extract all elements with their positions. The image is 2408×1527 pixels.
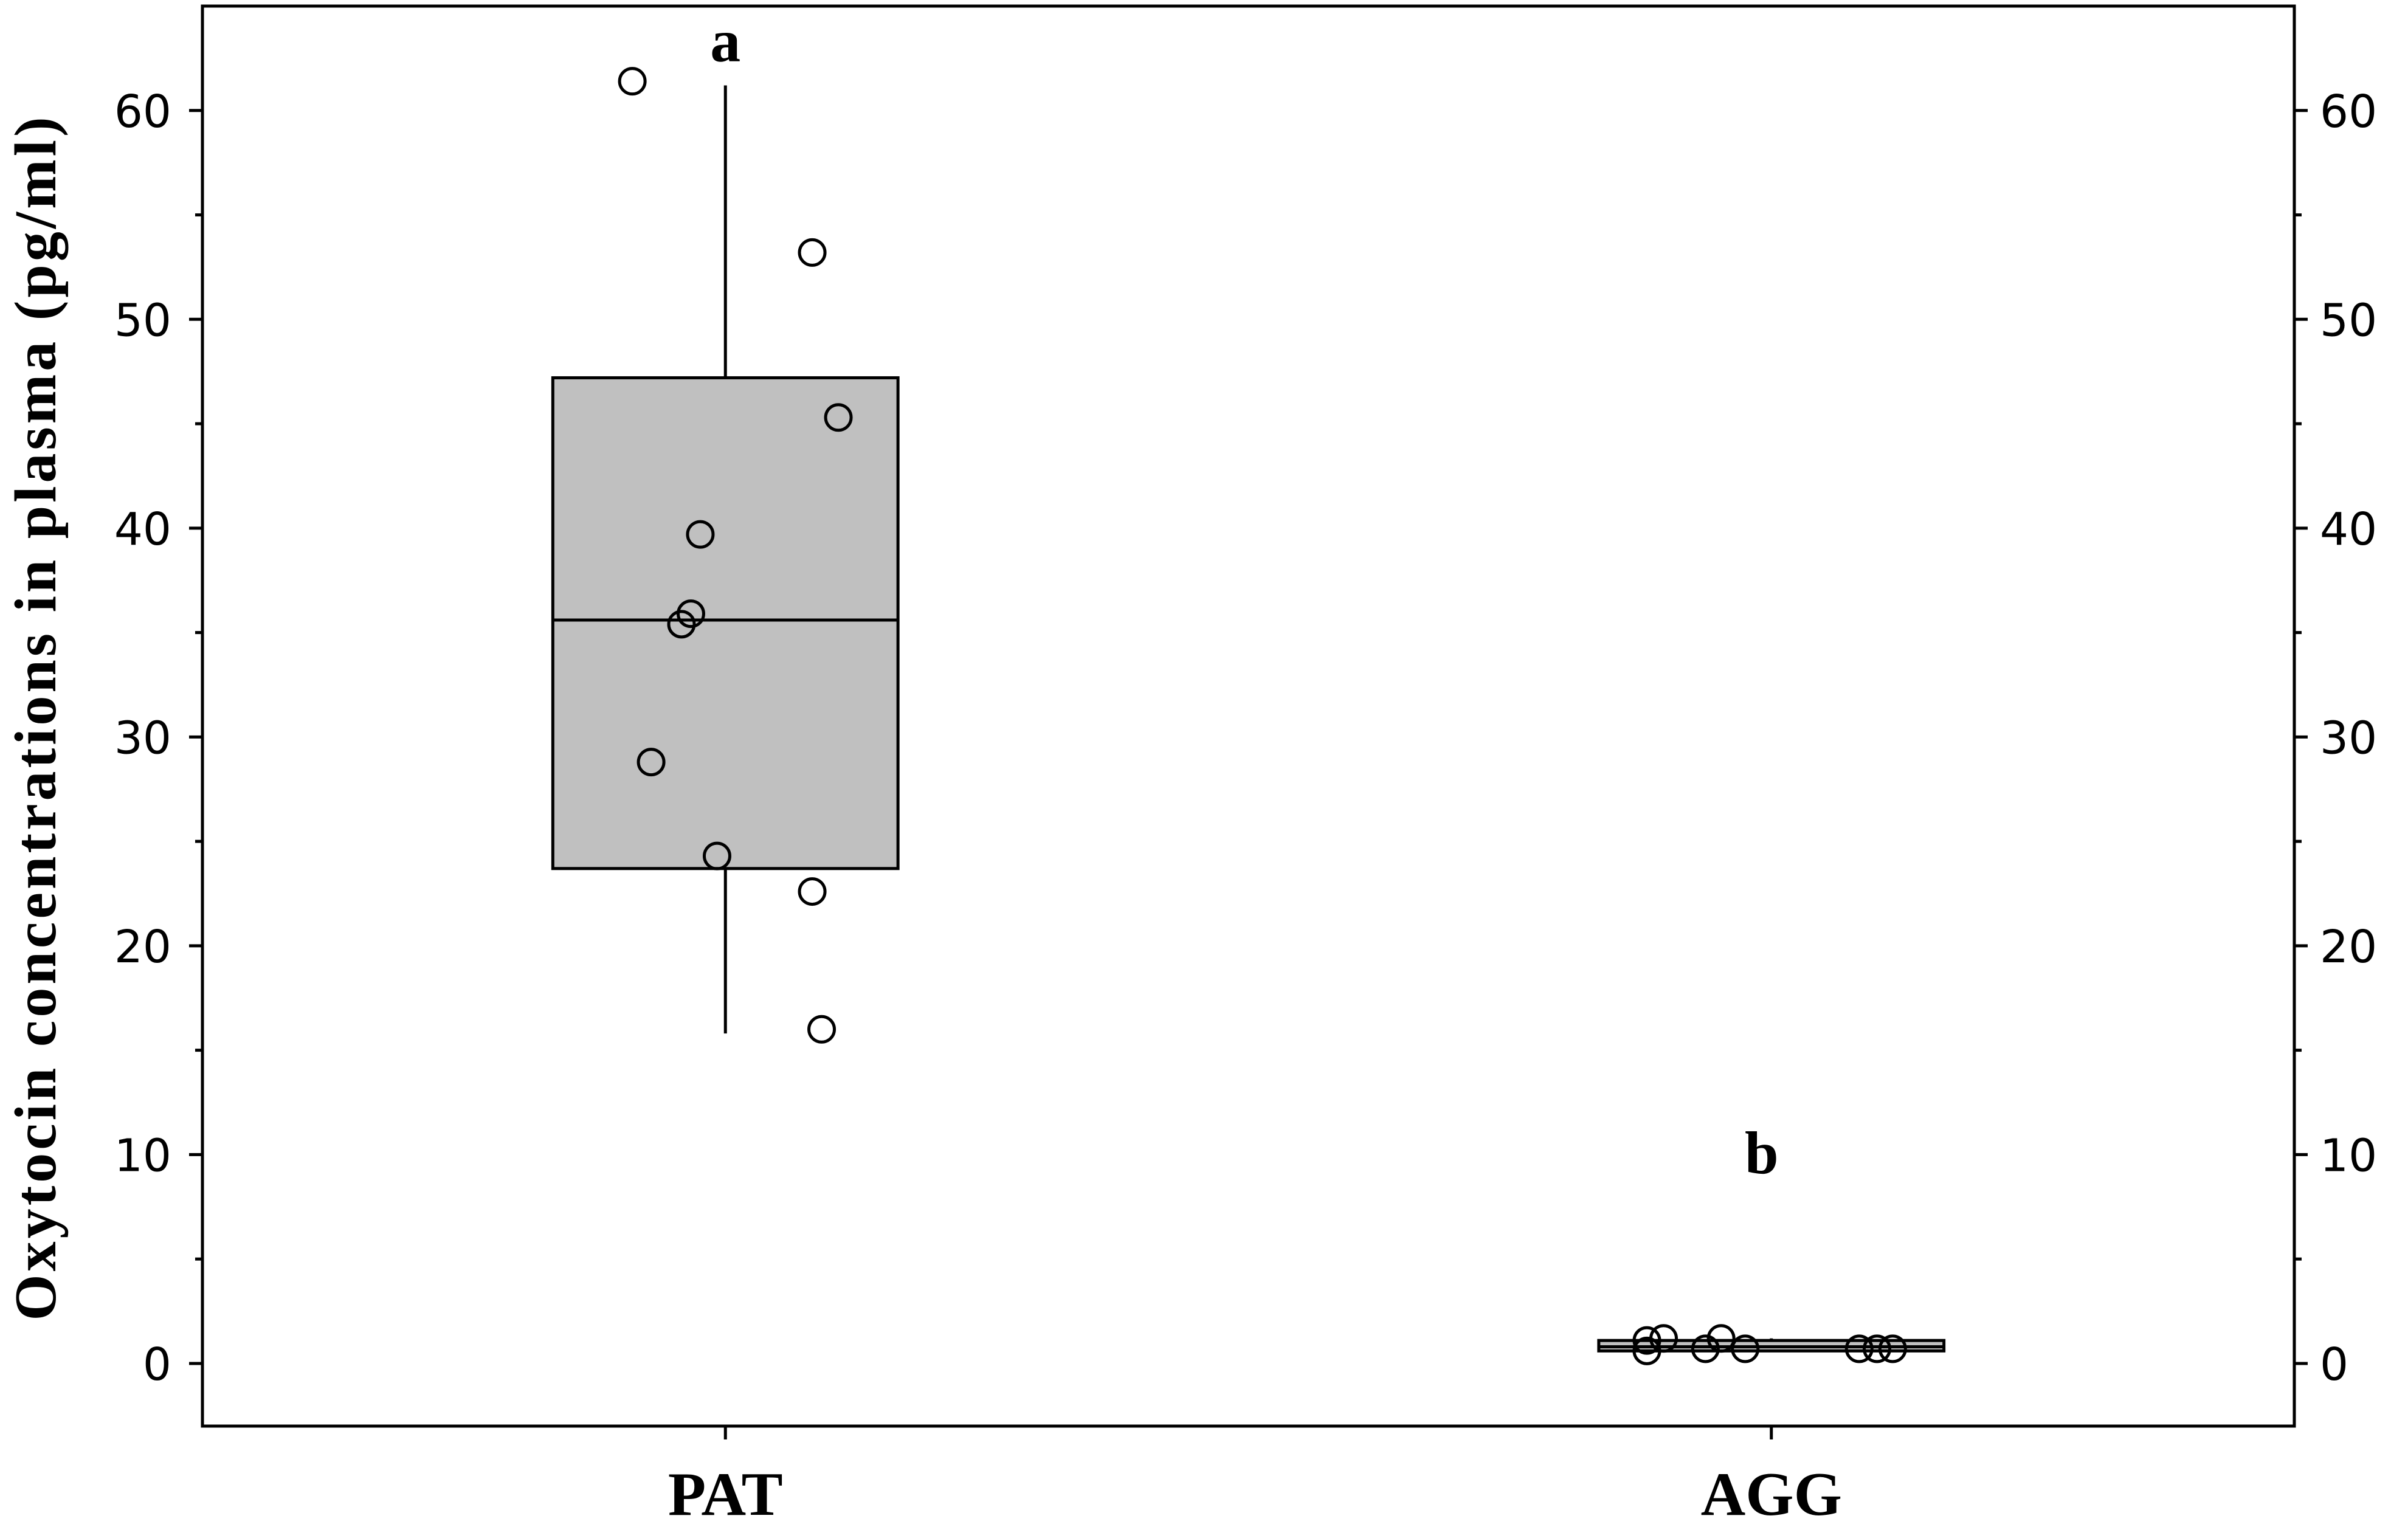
y-tick-label-right: 60	[2320, 86, 2377, 138]
y-axis-label: Oxytocin concentrations in plasma (pg/ml…	[3, 114, 69, 1320]
data-point	[1878, 1334, 1907, 1363]
y-tick-label-right: 40	[2320, 503, 2377, 556]
box-group-pat	[551, 67, 900, 1044]
data-point	[1844, 1334, 1874, 1363]
plot-frame	[201, 4, 2296, 1428]
data-point	[686, 520, 715, 549]
y-tick-label-left: 20	[114, 921, 171, 973]
data-point	[702, 841, 731, 870]
plot-area	[551, 67, 1946, 1365]
data-point	[1706, 1324, 1736, 1353]
data-point	[667, 610, 696, 639]
significance-letter-pat: a	[710, 7, 740, 75]
y-tick-label-right: 50	[2320, 294, 2377, 346]
y-tick-label-left: 60	[114, 86, 171, 138]
data-point	[636, 748, 666, 777]
y-tick-label-right: 30	[2320, 712, 2377, 764]
data-point	[1731, 1334, 1760, 1363]
box-group-agg	[1597, 1324, 1946, 1365]
y-tick-label-left: 50	[114, 294, 171, 346]
axis-labels: 0 0 10 10 20 20 30 30 40 40 50 50 60 60 PAT AGG a b	[114, 7, 2377, 1527]
data-point	[676, 599, 705, 629]
data-point	[824, 403, 853, 432]
y-tick-label-left: 0	[143, 1339, 171, 1391]
data-point	[1632, 1336, 1661, 1365]
y-tick-label-left: 10	[114, 1129, 171, 1182]
axes	[189, 4, 2308, 1439]
data-point	[1691, 1334, 1720, 1363]
y-tick-label-left: 40	[114, 503, 171, 556]
data-point	[807, 1015, 837, 1044]
data-point	[798, 238, 827, 267]
iqr-box	[551, 376, 900, 870]
data-point	[1863, 1334, 1892, 1363]
significance-letter-agg: b	[1745, 1119, 1779, 1187]
data-point	[618, 67, 647, 96]
x-tick-label-pat: PAT	[668, 1460, 783, 1527]
y-tick-label-right: 10	[2320, 1129, 2377, 1182]
data-point	[1632, 1326, 1661, 1355]
x-tick-label-agg: AGG	[1701, 1460, 1842, 1527]
data-point	[798, 877, 827, 906]
y-tick-label-right: 20	[2320, 921, 2377, 973]
y-tick-label-right: 0	[2320, 1339, 2348, 1391]
y-tick-label-left: 30	[114, 712, 171, 764]
